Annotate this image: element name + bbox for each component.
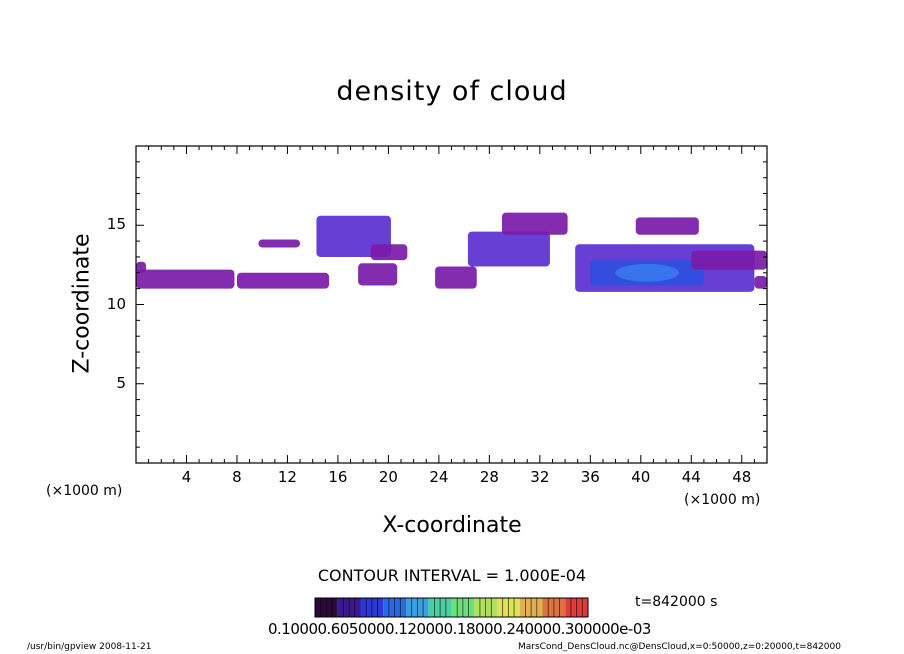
x-tick-label: 28: [479, 468, 499, 486]
cloud-region: [358, 263, 398, 286]
chart-title: density of cloud: [336, 76, 568, 107]
x-tick-label: 24: [429, 468, 449, 486]
cloud-region: [435, 266, 477, 289]
x-tick-label: 48: [732, 468, 752, 486]
cloud-region: [236, 272, 330, 289]
cloud-region: [635, 217, 699, 235]
cloud-region: [501, 212, 568, 235]
cloud-region: [136, 261, 147, 273]
cloud-region: [691, 250, 767, 270]
time-label: t=842000 s: [635, 594, 718, 610]
x-unit-label-left: (×1000 m): [46, 483, 123, 499]
x-tick-label: 40: [631, 468, 651, 486]
plot-frame: [135, 145, 768, 464]
colorbar-labels: 0.10000.6050000.120000.18000.240000.3000…: [268, 620, 651, 638]
colorbar-frame: [314, 597, 589, 618]
y-tick-label: 15: [106, 215, 126, 234]
x-tick-label: 8: [232, 468, 242, 486]
footer-program-info: /usr/bin/gpview 2008-11-21: [27, 642, 152, 652]
x-unit-label-right: (×1000 m): [684, 492, 761, 508]
x-tick-label: 32: [530, 468, 550, 486]
x-tick-label: 4: [181, 468, 192, 486]
y-tick-label: 5: [116, 373, 126, 392]
x-tick-label: 20: [378, 468, 398, 486]
cloud-region: [370, 244, 408, 261]
cloud-region: [136, 269, 235, 289]
contour-interval-label: CONTOUR INTERVAL = 1.000E-04: [317, 566, 587, 585]
cloud-region: [754, 275, 767, 289]
cloud-region: [258, 239, 301, 248]
x-tick-label: 12: [277, 468, 297, 486]
cloud-core: [615, 263, 679, 282]
x-axis-label: X-coordinate: [382, 513, 522, 538]
footer-file-info: MarsCond_DensCloud.nc@DensCloud,x=0:5000…: [518, 642, 841, 652]
x-tick-label: 36: [580, 468, 600, 486]
x-tick-label: 16: [328, 468, 348, 486]
y-tick-label: 10: [106, 294, 126, 313]
cloud-region: [467, 231, 550, 267]
x-tick-label: 44: [681, 468, 701, 486]
